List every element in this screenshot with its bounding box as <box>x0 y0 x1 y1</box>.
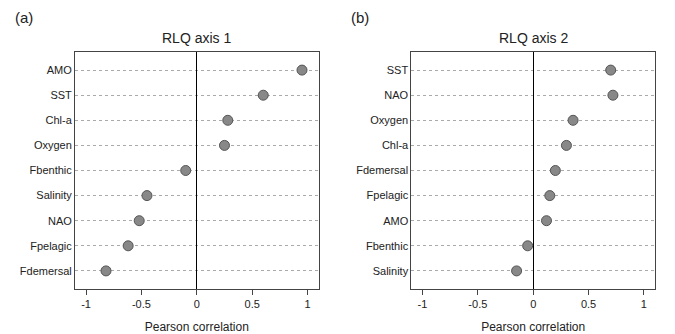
svg-text:0.5: 0.5 <box>581 298 596 310</box>
svg-text:(b): (b) <box>351 9 369 26</box>
svg-text:Pearson correlation: Pearson correlation <box>481 320 585 334</box>
svg-text:1: 1 <box>304 298 310 310</box>
svg-text:Fbenthic: Fbenthic <box>30 164 73 176</box>
svg-text:1: 1 <box>641 298 647 310</box>
svg-text:Fpelagic: Fpelagic <box>367 189 409 201</box>
svg-text:-0.5: -0.5 <box>132 298 151 310</box>
svg-text:-1: -1 <box>418 298 428 310</box>
svg-text:Oxygen: Oxygen <box>34 139 72 151</box>
svg-text:0: 0 <box>530 298 536 310</box>
svg-text:Salinity: Salinity <box>373 265 409 277</box>
svg-text:Pearson correlation: Pearson correlation <box>145 320 249 334</box>
svg-text:SST: SST <box>387 64 409 76</box>
svg-text:Fbenthic: Fbenthic <box>366 240 409 252</box>
svg-text:Salinity: Salinity <box>36 189 72 201</box>
svg-text:Oxygen: Oxygen <box>370 114 408 126</box>
svg-text:AMO: AMO <box>47 64 73 76</box>
svg-text:0: 0 <box>194 298 200 310</box>
svg-text:Chl-a: Chl-a <box>46 114 73 126</box>
svg-text:NAO: NAO <box>384 89 408 101</box>
svg-text:NAO: NAO <box>48 215 72 227</box>
svg-text:-1: -1 <box>81 298 91 310</box>
svg-text:SST: SST <box>50 89 72 101</box>
svg-text:Fpelagic: Fpelagic <box>30 240 72 252</box>
svg-text:RLQ axis 1: RLQ axis 1 <box>162 30 231 46</box>
svg-text:AMO: AMO <box>383 215 409 227</box>
svg-text:(a): (a) <box>15 9 33 26</box>
svg-text:RLQ axis 2: RLQ axis 2 <box>499 30 568 46</box>
svg-text:0.5: 0.5 <box>245 298 260 310</box>
svg-text:Fdemersal: Fdemersal <box>356 164 408 176</box>
svg-text:Fdemersal: Fdemersal <box>20 265 72 277</box>
svg-text:Chl-a: Chl-a <box>382 139 409 151</box>
svg-text:-0.5: -0.5 <box>468 298 487 310</box>
